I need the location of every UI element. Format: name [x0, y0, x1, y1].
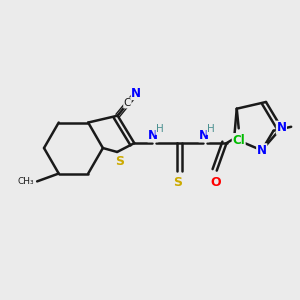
Text: CH₃: CH₃: [17, 177, 34, 186]
Text: N: N: [148, 129, 158, 142]
Text: H: H: [156, 124, 164, 134]
Text: N: N: [131, 87, 141, 100]
Text: N: N: [257, 144, 267, 157]
Text: N: N: [276, 121, 286, 134]
Text: O: O: [210, 176, 221, 189]
Text: H: H: [207, 124, 215, 134]
Text: N: N: [199, 129, 209, 142]
Text: C: C: [124, 98, 131, 108]
Text: S: S: [173, 176, 182, 189]
Text: S: S: [116, 155, 124, 168]
Text: Cl: Cl: [232, 134, 245, 147]
